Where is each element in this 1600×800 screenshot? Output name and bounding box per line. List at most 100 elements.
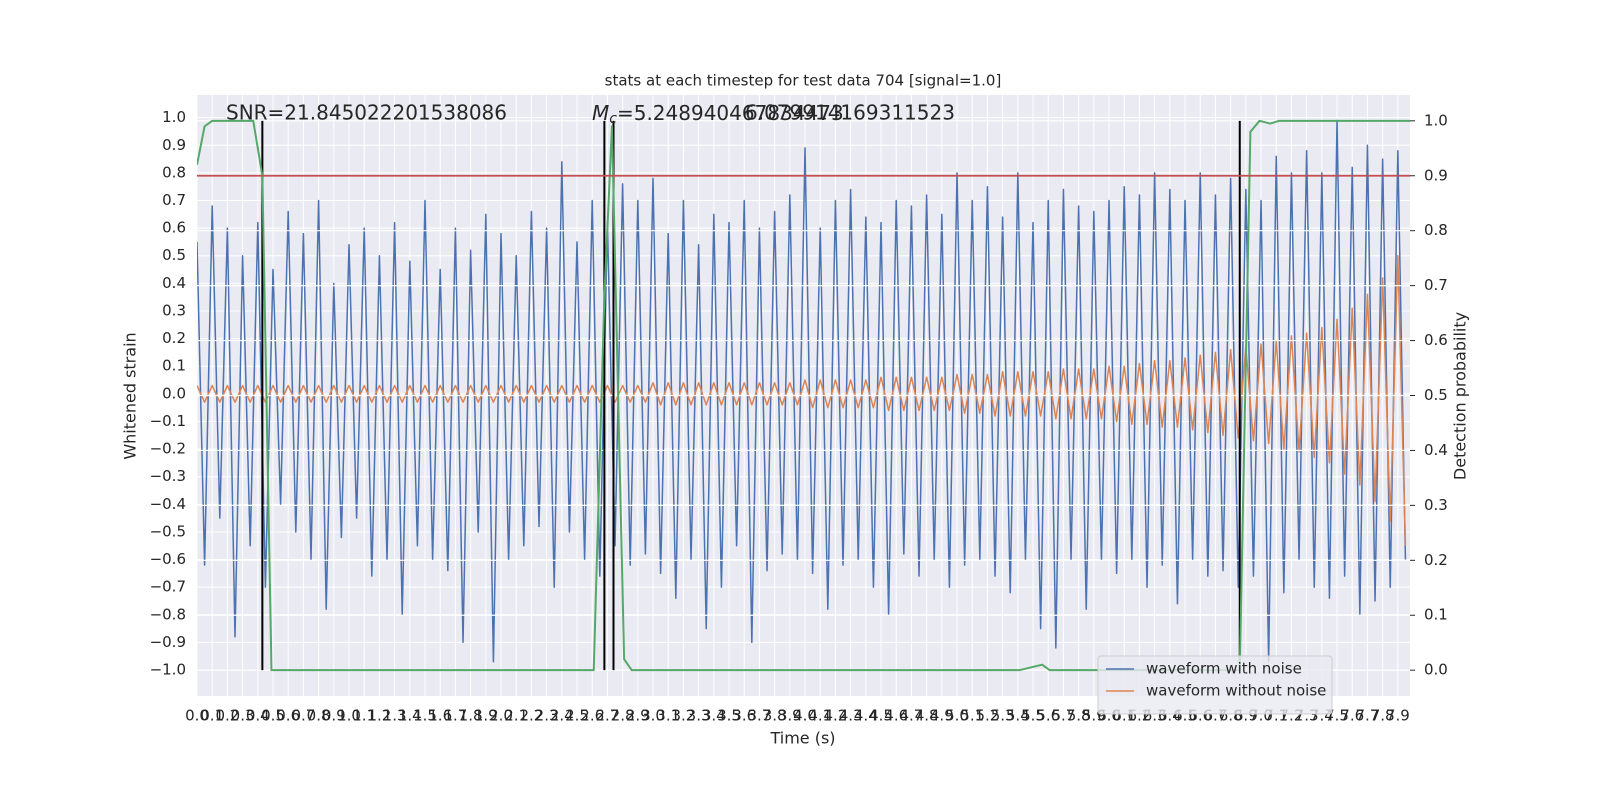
x-tick-label: 5.5 bbox=[1021, 707, 1045, 725]
y2-tick-label: 0.7 bbox=[1424, 276, 1448, 294]
x-tick-label: 5.6 bbox=[1036, 707, 1060, 725]
x-tick-label: 1.6 bbox=[428, 707, 452, 725]
x-tick-label: 1.1 bbox=[352, 707, 376, 725]
annotation-text: =5.248940467834473 bbox=[617, 101, 844, 125]
x-tick-label: 4.3 bbox=[839, 707, 863, 725]
x-tick-label: 1.4 bbox=[398, 707, 422, 725]
x-tick-label: 2.1 bbox=[504, 707, 528, 725]
x-tick-label: 0.6 bbox=[276, 707, 300, 725]
x-tick-label: 5.4 bbox=[1006, 707, 1030, 725]
y2-tick-label: 1.0 bbox=[1424, 111, 1448, 129]
x-tick-label: 5.7 bbox=[1051, 707, 1075, 725]
x-tick-label: 2.3 bbox=[535, 707, 559, 725]
probability-line bbox=[197, 119, 1410, 672]
x-tick-label: 5.1 bbox=[960, 707, 984, 725]
x-tick-label: 7.8 bbox=[1371, 707, 1395, 725]
y2-tick-label: 0.8 bbox=[1424, 221, 1448, 239]
y-tick-label: −0.2 bbox=[150, 440, 186, 458]
x-tick-label: 2.8 bbox=[611, 707, 635, 725]
x-tick-label: 4.8 bbox=[915, 707, 939, 725]
x-tick-label: 0.8 bbox=[307, 707, 331, 725]
y-tick-label: 0.2 bbox=[162, 329, 186, 347]
x-tick-label: 5.8 bbox=[1067, 707, 1091, 725]
x-tick-label: 1.9 bbox=[474, 707, 498, 725]
x-tick-label: 1.2 bbox=[367, 707, 391, 725]
x-tick-label: 4.1 bbox=[808, 707, 832, 725]
y2-axis-label: Detection probability bbox=[1451, 312, 1470, 480]
y2-tick-label: 0.4 bbox=[1424, 441, 1448, 459]
x-tick-label: 3.5 bbox=[717, 707, 741, 725]
x-tick-label: 0.3 bbox=[231, 707, 255, 725]
x-tick-label: 5.3 bbox=[991, 707, 1015, 725]
legend-label: waveform without noise bbox=[1146, 682, 1326, 700]
series-line bbox=[197, 255, 1407, 546]
x-tick-label: 0.4 bbox=[246, 707, 270, 725]
y-tick-label: 0.0 bbox=[162, 384, 186, 402]
x-tick-label: 2.2 bbox=[519, 707, 543, 725]
x-tick-label: 3.7 bbox=[747, 707, 771, 725]
y-tick-label: −0.7 bbox=[150, 578, 186, 596]
x-tick-label: 3.8 bbox=[763, 707, 787, 725]
y-tick-label: 0.5 bbox=[162, 246, 186, 264]
y-tick-label: 0.6 bbox=[162, 219, 186, 237]
x-tick-label: 5.0 bbox=[945, 707, 969, 725]
x-tick-label: 4.9 bbox=[930, 707, 954, 725]
y2-tick-label: 0.3 bbox=[1424, 496, 1448, 514]
x-tick-label: 0.9 bbox=[322, 707, 346, 725]
y-tick-label: 0.3 bbox=[162, 301, 186, 319]
annotation: 6.079914169311523 bbox=[745, 101, 955, 125]
y-tick-label: 0.7 bbox=[162, 191, 186, 209]
x-tick-label: 4.6 bbox=[884, 707, 908, 725]
x-tick-label: 4.7 bbox=[899, 707, 923, 725]
legend-label: waveform with noise bbox=[1146, 660, 1302, 678]
x-tick-label: 2.0 bbox=[489, 707, 513, 725]
x-tick-label: 0.7 bbox=[291, 707, 315, 725]
y-axis-label: Whitened strain bbox=[121, 332, 140, 459]
x-tick-label: 3.9 bbox=[778, 707, 802, 725]
x-tick-label: 4.5 bbox=[869, 707, 893, 725]
y2-tick-label: 0.5 bbox=[1424, 386, 1448, 404]
x-tick-label: 2.7 bbox=[595, 707, 619, 725]
x-tick-label: 1.7 bbox=[443, 707, 467, 725]
x-tick-label: 2.9 bbox=[626, 707, 650, 725]
y-tick-label: −0.8 bbox=[150, 605, 186, 623]
x-tick-label: 1.5 bbox=[413, 707, 437, 725]
y-tick-label: 0.4 bbox=[162, 274, 186, 292]
annotation: SNR=21.845022201538086 bbox=[226, 101, 507, 125]
x-tick-label: 7.7 bbox=[1356, 707, 1380, 725]
y-tick-label: 1.0 bbox=[162, 108, 186, 126]
annotation-subscript: c bbox=[609, 111, 617, 127]
x-tick-label: 0.0 bbox=[185, 707, 209, 725]
annotation-symbol: M bbox=[592, 101, 609, 125]
x-tick-label: 3.3 bbox=[687, 707, 711, 725]
x-tick-label: 4.2 bbox=[823, 707, 847, 725]
x-tick-label: 0.5 bbox=[261, 707, 285, 725]
x-tick-label: 7.6 bbox=[1340, 707, 1364, 725]
x-tick-label: 1.0 bbox=[337, 707, 361, 725]
x-tick-label: 4.4 bbox=[854, 707, 878, 725]
x-tick-label: 2.6 bbox=[580, 707, 604, 725]
x-tick-label: 5.2 bbox=[975, 707, 999, 725]
series-line bbox=[197, 119, 1407, 663]
y2-tick-label: 0.2 bbox=[1424, 551, 1448, 569]
legend-box bbox=[1097, 655, 1333, 715]
x-tick-label: 7.9 bbox=[1386, 707, 1410, 725]
y-tick-label: 0.8 bbox=[162, 163, 186, 181]
x-tick-label: 1.3 bbox=[383, 707, 407, 725]
y-tick-label: −0.4 bbox=[150, 495, 186, 513]
chart-title: stats at each timestep for test data 704… bbox=[605, 72, 1002, 90]
x-tick-label: 0.1 bbox=[200, 707, 224, 725]
x-tick-label: 2.4 bbox=[550, 707, 574, 725]
x-tick-label: 0.2 bbox=[215, 707, 239, 725]
y2-tick-label: 0.9 bbox=[1424, 166, 1448, 184]
x-tick-label: 3.1 bbox=[656, 707, 680, 725]
x-tick-label: 1.8 bbox=[459, 707, 483, 725]
y-tick-label: −0.6 bbox=[150, 550, 186, 568]
x-tick-label: 3.2 bbox=[671, 707, 695, 725]
x-tick-label: 3.0 bbox=[641, 707, 665, 725]
y-tick-label: −0.9 bbox=[150, 633, 186, 651]
y2-tick-label: 0.6 bbox=[1424, 331, 1448, 349]
y2-tick-label: 0.0 bbox=[1424, 661, 1448, 679]
x-tick-label: 3.4 bbox=[702, 707, 726, 725]
y-tick-label: 0.1 bbox=[162, 357, 186, 375]
